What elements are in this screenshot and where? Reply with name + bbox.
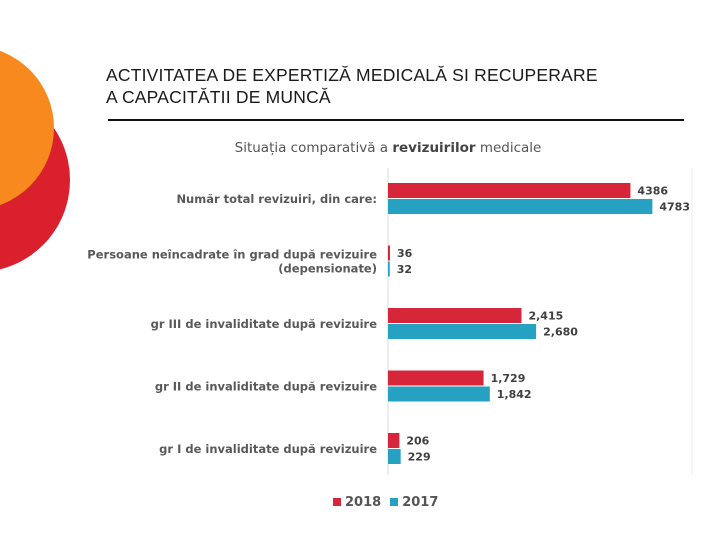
- slide-title: ACTIVITATEA DE EXPERTIZĂ MEDICALĂ SI REC…: [106, 64, 696, 108]
- data-label-2017: 32: [397, 263, 412, 276]
- title-divider: [108, 119, 684, 121]
- legend-item-2017: 2017: [390, 495, 438, 510]
- category-label: Număr total revizuiri, din care:: [176, 192, 377, 206]
- chart-marks: Număr total revizuiri, din care: 4386 4783…: [87, 183, 690, 464]
- chart-title: Situația comparativă a revizuirilor medi…: [235, 140, 542, 156]
- bar-2017: [388, 449, 401, 464]
- legend-label-2017: 2017: [402, 494, 439, 510]
- bar-2018: [388, 183, 631, 198]
- bar-2017: [388, 199, 653, 214]
- slide-title-line-2: A CAPACITĂTII DE MUNCĂ: [106, 87, 331, 107]
- legend-swatch-2017: [390, 498, 399, 506]
- data-label-2017: 229: [408, 451, 431, 464]
- data-label-2018: 206: [406, 435, 429, 448]
- legend-label-2018: 2018: [345, 494, 382, 510]
- data-label-2018: 36: [397, 247, 413, 260]
- category-label: (depensionate): [278, 262, 377, 276]
- bar-2018: [388, 433, 400, 448]
- slide-title-line-1: ACTIVITATEA DE EXPERTIZĂ MEDICALĂ SI REC…: [106, 65, 598, 85]
- orange-circle-decoration: [0, 50, 54, 206]
- category-label: Persoane neîncadrate în grad după revizu…: [87, 248, 377, 262]
- bar-2018: [388, 370, 484, 386]
- chart-legend: 2018 2017: [333, 493, 447, 511]
- data-label-2017: 4783: [659, 201, 690, 214]
- data-label-2018: 4386: [637, 185, 668, 198]
- bar-2017: [388, 386, 490, 402]
- category-label: gr I de invaliditate după revizuire: [159, 442, 377, 456]
- data-label-2017: 2,680: [543, 326, 578, 339]
- bar-2018: [388, 308, 522, 323]
- data-label-2018: 1,729: [491, 372, 526, 385]
- bar-2017: [388, 261, 390, 277]
- category-label: gr III de invaliditate după revizuire: [151, 317, 378, 331]
- category-label: gr II de invaliditate după revizuire: [155, 380, 377, 394]
- legend-swatch-2018: [333, 498, 341, 506]
- bar-2018: [388, 245, 390, 261]
- legend-item-2018: 2018: [333, 495, 381, 510]
- data-label-2018: 2,415: [528, 310, 563, 323]
- bar-2017: [388, 324, 537, 339]
- data-label-2017: 1,842: [497, 388, 532, 401]
